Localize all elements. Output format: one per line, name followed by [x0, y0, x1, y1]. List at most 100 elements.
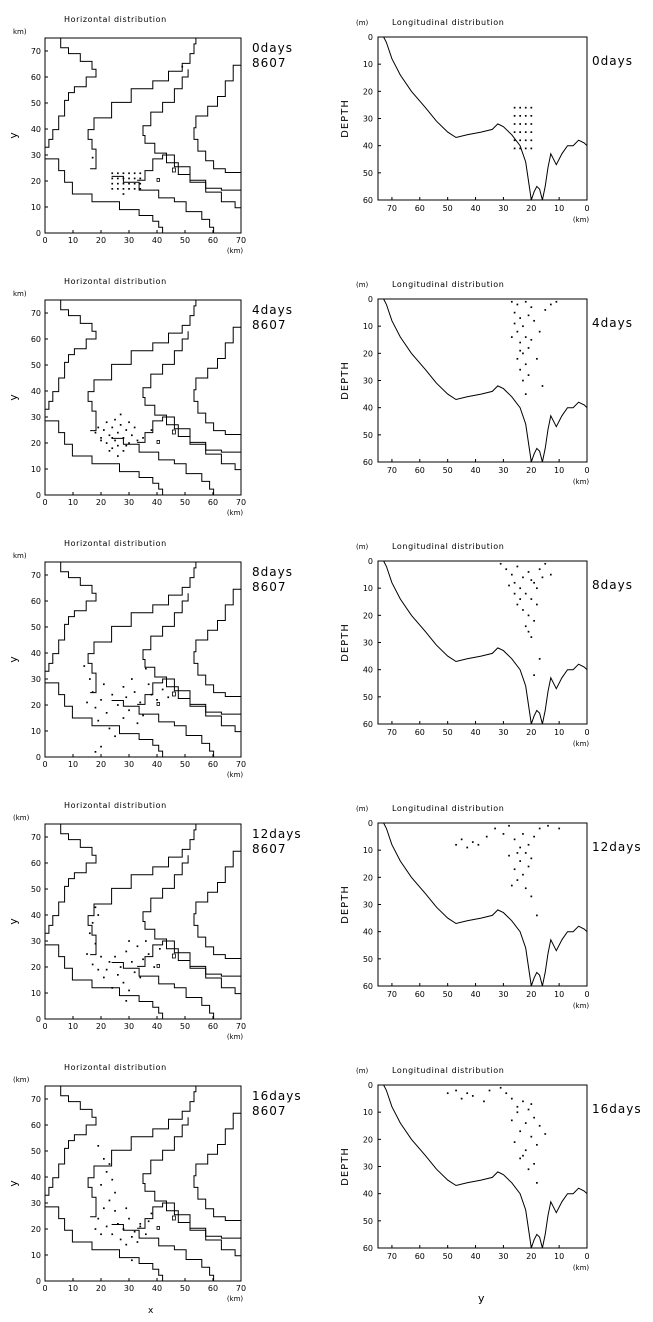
y-tick-label: 0 [36, 229, 41, 238]
y-tick-label: 70 [31, 309, 41, 318]
y-axis-label: DEPTH [340, 361, 351, 400]
coastline-5 [137, 940, 242, 996]
x-tick-label: 0 [42, 236, 47, 245]
particle-point [524, 592, 527, 595]
particle-point [533, 835, 535, 838]
y-unit-label: (m) [356, 19, 369, 27]
y-tick-label: 60 [363, 196, 373, 205]
particle-point [105, 968, 108, 971]
particle-point [530, 139, 533, 142]
particle-point [494, 827, 496, 830]
y-tick-label: 50 [31, 885, 41, 894]
particle-point [510, 1119, 513, 1122]
coastline-2 [87, 300, 197, 432]
particle-point [108, 434, 111, 437]
y-tick-label: 20 [31, 701, 41, 710]
coastline-3 [142, 331, 241, 453]
particle-point [142, 714, 144, 717]
particle-point [499, 1086, 502, 1089]
y-tick-label: 60 [31, 73, 41, 82]
particle-point [527, 865, 530, 868]
panel-horizontal-12days: Horizontal distribution (km) 0 10 20 30 40 50 60… [7, 801, 302, 1041]
y-tick-label: 10 [363, 584, 373, 593]
island [156, 964, 160, 968]
particle-point [100, 699, 102, 701]
x-tick-label: 40 [470, 1252, 480, 1261]
particle-point [117, 188, 119, 190]
particle-point [105, 1225, 108, 1228]
day-label: 12days [252, 827, 302, 841]
day-label: 16days [592, 1102, 642, 1116]
particle-point [524, 887, 527, 890]
particle-point [538, 330, 541, 333]
panel-title: Longitudinal distribution [392, 280, 504, 289]
particle-point [119, 966, 122, 968]
particle-point [114, 735, 116, 738]
code-label: 8607 [252, 318, 287, 332]
y-axis-label: y [7, 918, 20, 925]
caption-x-left: x [148, 1306, 154, 1316]
particle-point [519, 1130, 522, 1133]
particle-point [108, 1199, 111, 1202]
particle-point [94, 942, 97, 945]
particle-point [505, 1092, 508, 1095]
particle-point [128, 940, 130, 942]
particle-point [555, 300, 558, 303]
particle-point [125, 1000, 128, 1002]
particle-point [538, 658, 541, 660]
particle-point [117, 431, 119, 434]
y-tick-label: 40 [363, 666, 373, 675]
coastline-2 [87, 824, 197, 956]
particle-point [536, 587, 538, 590]
particle-point [105, 442, 108, 444]
particle-point [477, 843, 480, 846]
panel-longitudinal-16days: Longitudinal distribution (m) 70 60 50 40 30 20… [340, 1066, 642, 1272]
particle-point [108, 1163, 111, 1165]
panel-horizontal-4days: Horizontal distribution km) 0 10 20 30 40 50 60 7… [7, 277, 292, 517]
x-tick-label: 30 [498, 728, 508, 737]
particle-point [527, 374, 530, 376]
panel-title: Longitudinal distribution [392, 542, 504, 551]
coastline-0 [44, 1085, 97, 1200]
particle-point [136, 722, 139, 725]
x-tick-label: 30 [124, 1284, 134, 1293]
particle-point [510, 573, 513, 576]
particle-point [125, 1207, 128, 1210]
particle-point [97, 1217, 100, 1220]
y-tick-label: 0 [36, 1015, 41, 1024]
panel-title: Horizontal distribution [64, 15, 167, 24]
island [156, 1226, 160, 1230]
particle-point [516, 1105, 519, 1108]
y-tick-label: 10 [31, 465, 41, 474]
y-tick-label: 10 [363, 1108, 373, 1117]
y-tick-label: 10 [363, 60, 373, 69]
y-tick-label: 0 [36, 1277, 41, 1286]
y-tick-label: 70 [31, 833, 41, 842]
x-axis-label: (km) [573, 1002, 590, 1010]
y-unit-label: (m) [356, 805, 369, 813]
particle-point [100, 745, 102, 748]
y-unit-label: (m) [356, 543, 369, 551]
profile-frame [377, 36, 588, 201]
particle-point [522, 379, 524, 382]
day-label: 0days [592, 54, 633, 68]
x-tick-label: 0 [584, 1252, 589, 1261]
particle-point [128, 989, 130, 992]
particle-point [519, 317, 522, 319]
x-tick-label: 70 [236, 760, 246, 769]
x-tick-label: 20 [96, 760, 106, 769]
x-tick-label: 60 [415, 728, 425, 737]
particle-point [519, 147, 522, 150]
particle-point [89, 678, 91, 680]
particle-point [122, 193, 125, 195]
particle-point [536, 914, 538, 917]
particle-point [133, 691, 136, 693]
x-tick-label: 70 [236, 236, 246, 245]
x-tick-label: 30 [498, 1252, 508, 1261]
y-tick-label: 20 [31, 1225, 41, 1234]
particle-point [527, 314, 530, 317]
island [156, 177, 160, 182]
particle-point [513, 123, 516, 125]
particle-point [156, 699, 158, 701]
x-tick-label: 40 [470, 990, 480, 999]
